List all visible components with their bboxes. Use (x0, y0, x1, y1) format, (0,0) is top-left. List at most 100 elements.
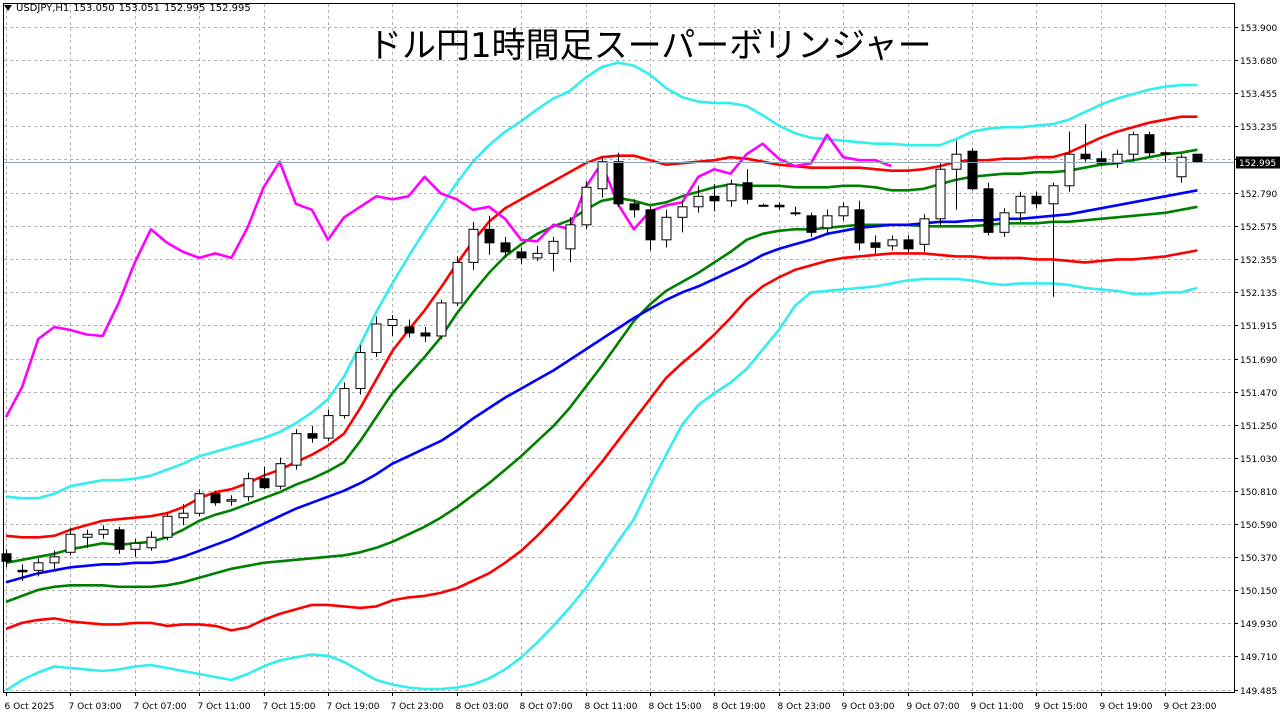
candle (162, 511, 173, 541)
candle-body (581, 186, 592, 226)
candle (404, 319, 415, 338)
y-tick-label: 151.915 (1240, 322, 1277, 332)
candle-body (1112, 153, 1123, 164)
candle-body (436, 302, 447, 337)
y-tick-label: 151.030 (1240, 455, 1277, 465)
high-value: 153.051 (118, 3, 161, 14)
candle (275, 457, 286, 490)
candle (259, 466, 270, 490)
y-tick-label: 153.900 (1240, 24, 1277, 34)
candle-body (210, 493, 221, 504)
candle (677, 200, 688, 233)
candle-body (98, 529, 109, 535)
y-tick-label: 152.135 (1240, 289, 1277, 299)
candle-body (33, 562, 44, 571)
chart-header: USDJPY,H1 153.050 153.051 152.995 152.995 (4, 3, 255, 14)
y-tick-label: 153.680 (1240, 57, 1277, 67)
price-tag-label: 152.995 (1239, 159, 1276, 169)
candle-body (49, 556, 60, 564)
candle-body (82, 533, 93, 538)
candle (919, 214, 930, 252)
candle-body (951, 153, 962, 170)
candle (581, 181, 592, 230)
candle (983, 182, 994, 236)
candle-body (339, 388, 350, 417)
bollinger-bands (5, 61, 1198, 692)
candle (613, 152, 624, 207)
candle (1015, 191, 1026, 222)
candle-body (1192, 153, 1203, 163)
candle (806, 212, 817, 237)
y-tick-label: 151.690 (1240, 356, 1277, 366)
candle (1176, 154, 1187, 183)
candle-body (452, 261, 463, 304)
y-axis: 153.900153.680153.455153.235153.015152.7… (1234, 24, 1277, 697)
candle (98, 525, 109, 539)
candle (999, 208, 1010, 237)
x-tick-label: 9 Oct 11:00 (971, 702, 1024, 712)
bb-minus1-line (5, 205, 1198, 604)
bb-minus2-line (5, 249, 1198, 632)
x-tick-label: 8 Oct 03:00 (456, 702, 509, 712)
candle-body (677, 206, 688, 218)
candle-body (484, 228, 495, 244)
y-tick-label: 150.150 (1240, 587, 1277, 597)
candle (1080, 124, 1091, 162)
candle (565, 217, 576, 263)
x-tick-label: 6 Oct 2025 (5, 702, 55, 712)
y-tick-label: 152.355 (1240, 256, 1277, 266)
candle-body (870, 242, 881, 248)
candle-body (548, 240, 559, 254)
open-value: 153.050 (73, 3, 115, 14)
candle (1064, 131, 1075, 192)
y-axis-panel (1235, 0, 1281, 718)
candle (967, 148, 978, 191)
candle (339, 382, 350, 419)
candle-body (645, 209, 656, 241)
candle-body (516, 251, 527, 259)
x-tick-label: 9 Oct 23:00 (1164, 702, 1217, 712)
candle (838, 202, 849, 221)
candle (323, 409, 334, 442)
x-tick-label: 7 Oct 07:00 (134, 702, 187, 712)
candle (146, 531, 157, 551)
candle-body (275, 463, 286, 487)
candle (790, 206, 801, 216)
chart-title: ドル円1時間足スーパーボリンジャー (368, 26, 932, 66)
x-tick-label: 8 Oct 07:00 (520, 702, 573, 712)
candle-body (726, 183, 737, 202)
y-tick-label: 150.810 (1240, 488, 1277, 498)
candle (1112, 149, 1123, 168)
x-axis: 6 Oct 2025 7 Oct 03:00 7 Oct 07:00 7 Oct 11… (5, 692, 1217, 712)
candle-body (709, 195, 720, 202)
y-tick-label: 149.485 (1240, 687, 1277, 697)
candle-body (1080, 153, 1091, 160)
candle-body (259, 478, 270, 489)
candle (194, 489, 205, 517)
low-value: 152.995 (164, 3, 206, 14)
candle-body (693, 195, 704, 208)
candle (822, 209, 833, 236)
candle (1160, 151, 1171, 162)
candle-body (500, 242, 511, 253)
x-tick-label: 8 Oct 15:00 (649, 702, 702, 712)
candle-body (919, 218, 930, 245)
candle (516, 247, 527, 264)
bb-plus3-line (5, 61, 1198, 500)
candle-body (323, 415, 334, 439)
candle-body (226, 499, 237, 502)
bb-minus3-line (5, 277, 1198, 692)
candle (65, 528, 76, 556)
x-tick-label: 9 Oct 19:00 (1100, 702, 1153, 712)
candle-body (629, 203, 640, 211)
candle-body (17, 569, 28, 573)
candle-body (758, 204, 769, 207)
chart-grid (4, 4, 1234, 692)
x-tick-label: 7 Oct 15:00 (263, 702, 316, 712)
candle-body (404, 326, 415, 334)
chart-dropdown-icon[interactable] (4, 5, 12, 11)
candle-body (1064, 153, 1075, 187)
candle (130, 538, 141, 557)
price-tag-box (1236, 156, 1280, 169)
